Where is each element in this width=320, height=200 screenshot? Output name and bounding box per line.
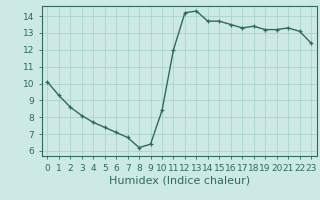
- X-axis label: Humidex (Indice chaleur): Humidex (Indice chaleur): [108, 175, 250, 185]
